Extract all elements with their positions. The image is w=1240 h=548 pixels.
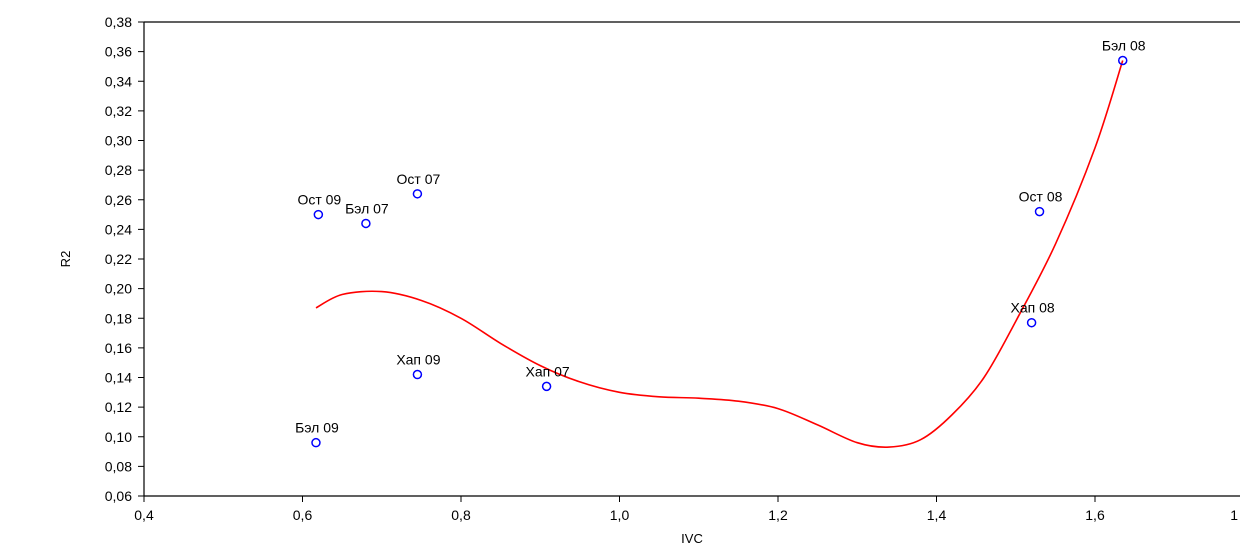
x-tick-label: 1,2 bbox=[768, 507, 788, 523]
x-tick-label: 1,0 bbox=[610, 507, 630, 523]
x-tick-label: 0,4 bbox=[134, 507, 154, 523]
y-tick-label: 0,34 bbox=[105, 73, 132, 89]
y-tick-label: 0,36 bbox=[105, 44, 132, 60]
y-tick-label: 0,16 bbox=[105, 340, 132, 356]
y-tick-label: 0,24 bbox=[105, 221, 132, 237]
data-point bbox=[412, 189, 423, 199]
y-tick-label: 0,12 bbox=[105, 399, 132, 415]
y-tick-label: 0,14 bbox=[105, 370, 132, 386]
point-label: Хап 08 bbox=[1011, 300, 1055, 316]
data-point bbox=[412, 369, 423, 380]
x-tick-label: 1,6 bbox=[1085, 507, 1105, 523]
point-label: Ост 08 bbox=[1019, 189, 1063, 205]
point-label: Бэл 07 bbox=[345, 200, 389, 216]
y-tick-label: 0,38 bbox=[105, 14, 132, 30]
fit-curve-line bbox=[315, 60, 1124, 449]
x-tick-label: 1,4 bbox=[927, 507, 947, 523]
y-axis-title: R2 bbox=[58, 251, 73, 268]
y-tick-label: 0,30 bbox=[105, 133, 132, 149]
y-axis-ticks: 0,06 0,08 0,10 0,12 0,14 0,16 0,18 0,20 0,22 0,24… bbox=[105, 14, 144, 504]
data-point bbox=[1026, 317, 1037, 328]
point-label: Хап 07 bbox=[526, 363, 570, 379]
y-tick-label: 0,10 bbox=[105, 429, 132, 445]
data-point bbox=[1034, 206, 1045, 217]
y-tick-label: 0,28 bbox=[105, 162, 132, 178]
y-tick-label: 0,18 bbox=[105, 310, 132, 326]
point-label: Ост 07 bbox=[397, 171, 441, 187]
data-point bbox=[313, 209, 324, 220]
x-axis-ticks: 0,4 0,6 0,8 1,0 1,2 1,4 1,6 1 bbox=[134, 496, 1238, 523]
plot-area bbox=[144, 22, 1240, 496]
data-point bbox=[361, 218, 371, 229]
x-tick-label: 0,8 bbox=[451, 507, 471, 523]
y-tick-label: 0,32 bbox=[105, 103, 132, 119]
y-tick-label: 0,26 bbox=[105, 192, 132, 208]
y-tick-label: 0,08 bbox=[105, 458, 132, 474]
y-tick-label: 0,20 bbox=[105, 281, 132, 297]
x-tick-label: 1 bbox=[1230, 507, 1238, 523]
x-tick-label: 0,6 bbox=[293, 507, 313, 523]
y-tick-label: 0,06 bbox=[105, 488, 132, 504]
data-point bbox=[311, 437, 321, 448]
x-axis-title: IVC bbox=[681, 531, 703, 546]
point-label: Бэл 08 bbox=[1102, 38, 1146, 54]
data-point bbox=[541, 381, 552, 392]
point-label: Хап 09 bbox=[396, 352, 440, 368]
point-label: Ост 09 bbox=[297, 192, 341, 208]
y-tick-label: 0,22 bbox=[105, 251, 132, 267]
data-point bbox=[1117, 55, 1128, 66]
point-label: Бэл 09 bbox=[295, 420, 339, 436]
